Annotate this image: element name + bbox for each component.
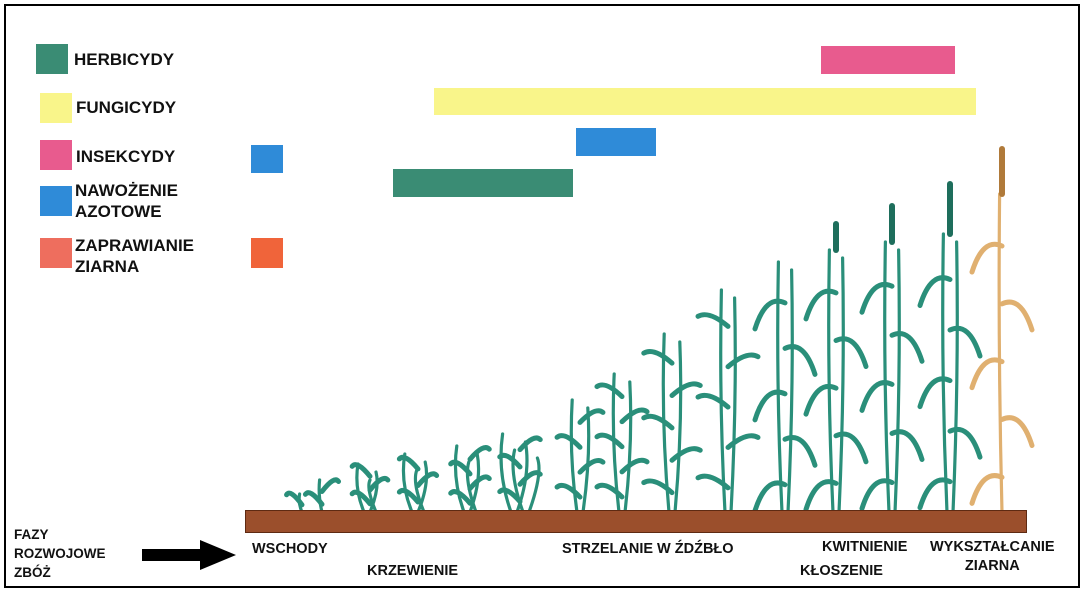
bar-fungicides [434,88,976,115]
legend-label-insecticides: INSEKCYDY [76,147,176,166]
legend-swatch-insecticides [40,140,72,170]
stage-label-krzewienie: KRZEWIENIE [367,563,459,579]
stage-label-wyksztalcanie: WYKSZTAŁCANIE ZIARNA [930,539,1055,574]
bar-nitrogen-late [576,128,656,156]
bar-nitrogen-early [251,145,283,173]
stage-label-kwitnienie: KWITNIENIE [822,539,908,555]
legend-swatch-herbicides [36,44,68,74]
legend-label-seed-dressing: ZAPRAWIANIE ZIARNA [75,236,194,276]
legend-swatch-seed-dressing [40,238,72,268]
stage-label-kloszenie: KŁOSZENIE [800,563,883,579]
legend-label-nitrogen: NAWOŻENIE AZOTOWE [75,181,178,221]
legend-label-herbicides: HERBICYDY [74,50,175,69]
arrow-right-icon [142,540,236,570]
bar-herbicides [393,169,573,197]
legend-swatch-fungicides [40,93,72,123]
stage-label-wschody: WSCHODY [252,541,328,557]
stage-label-strzelanie: STRZELANIE W ŹDŹBŁO [562,541,734,557]
bar-insecticides [821,46,955,74]
legend-label-fungicides: FUNGICYDY [76,98,177,117]
legend-swatch-nitrogen [40,186,72,216]
soil-strip [245,510,1027,533]
bar-seed-dressing [251,238,283,268]
phases-label: FAZY ROZWOJOWE ZBÓŻ [14,527,106,580]
